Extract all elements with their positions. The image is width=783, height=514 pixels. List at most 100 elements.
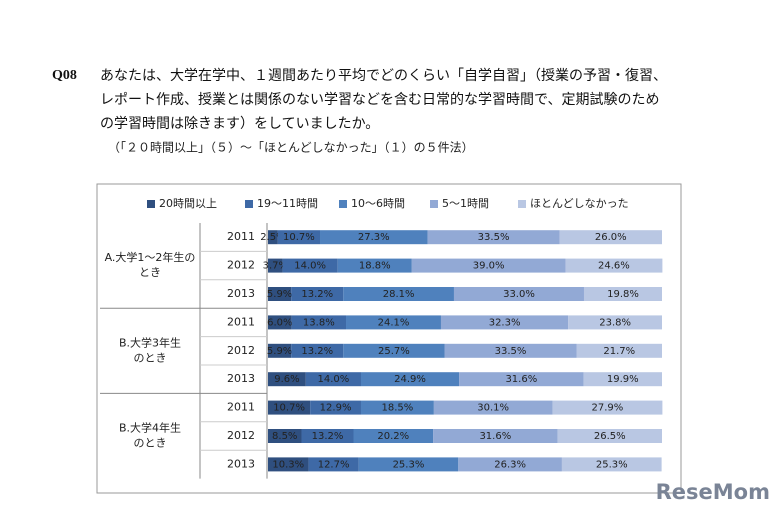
bar-segment — [576, 343, 662, 358]
value-label: 10.7% — [283, 232, 315, 243]
bar-segment — [310, 400, 361, 415]
legend-swatch — [339, 200, 347, 208]
year-label: 2011 — [227, 401, 255, 414]
value-label: 18.8% — [359, 261, 391, 272]
bar-segment — [268, 457, 309, 472]
value-label: 13.2% — [301, 346, 333, 357]
value-label: 28.1% — [383, 289, 415, 300]
value-label: 24.6% — [598, 261, 630, 272]
bar-segment — [337, 258, 412, 273]
value-label: 26.0% — [595, 232, 627, 243]
value-label: 27.9% — [592, 403, 624, 414]
legend-label: 5～1時間 — [442, 197, 489, 210]
value-label: 31.6% — [505, 374, 537, 385]
value-label: 33.0% — [503, 289, 535, 300]
legend-swatch — [518, 200, 526, 208]
value-label: 30.1% — [477, 403, 509, 414]
bar-segment — [346, 315, 441, 330]
bar-segment — [568, 315, 662, 330]
year-label: 2013 — [227, 287, 255, 300]
value-label: 32.3% — [489, 317, 521, 328]
bar-segment — [268, 372, 306, 387]
group-label: A.大学1～2年生の — [105, 250, 196, 264]
value-label: 13.8% — [303, 317, 335, 328]
bar-segment — [459, 372, 584, 387]
group-label: とき — [139, 266, 161, 279]
bar-segment — [308, 457, 359, 472]
value-label: 19.8% — [607, 289, 639, 300]
value-label: 10.3% — [272, 459, 304, 470]
value-label: 27.3% — [358, 232, 390, 243]
question-note: （「２０時間以上」（５）～「ほとんどしなかった」（１）の５件法） — [108, 141, 474, 155]
group-label: B.大学3年生 — [119, 335, 181, 349]
year-label: 2013 — [227, 372, 255, 385]
value-label: 5.9% — [267, 289, 292, 300]
value-label: 24.9% — [394, 374, 426, 385]
bar-segment — [433, 400, 553, 415]
value-label: 25.3% — [393, 459, 425, 470]
value-label: 24.1% — [378, 317, 410, 328]
group-label: のとき — [134, 437, 167, 450]
bar-segment — [453, 287, 584, 301]
value-label: 3.7% — [263, 261, 288, 272]
bar-segment — [268, 287, 292, 301]
bar-segment — [282, 258, 338, 273]
bar-segment — [557, 429, 662, 443]
question-number: Q08 — [52, 68, 77, 83]
bar-segment — [583, 372, 662, 387]
legend-swatch — [147, 200, 155, 208]
value-label: 20.2% — [377, 431, 409, 442]
bar-segment — [301, 429, 354, 443]
bar-segment — [411, 258, 566, 273]
value-label: 14.0% — [318, 374, 350, 385]
year-label: 2011 — [227, 315, 255, 328]
bar-segment — [561, 457, 662, 472]
question-line: の学習時間は除きます）をしていましたか。 — [100, 116, 379, 132]
legend-label: 10～6時間 — [351, 197, 405, 210]
legend-label: ほとんどしなかった — [530, 197, 629, 210]
value-label: 31.6% — [479, 431, 511, 442]
value-label: 13.2% — [312, 431, 344, 442]
value-label: 12.9% — [320, 403, 352, 414]
value-label: 39.0% — [473, 261, 505, 272]
bar-segment — [320, 230, 428, 245]
legend-label: 19～11時間 — [257, 197, 318, 210]
value-label: 33.5% — [478, 232, 510, 243]
bar-segment — [343, 287, 454, 301]
year-label: 2012 — [227, 259, 255, 272]
value-label: 12.7% — [318, 459, 350, 470]
bar-segment — [440, 315, 569, 330]
bar-segment — [353, 429, 434, 443]
group-label: B.大学4年生 — [119, 421, 181, 435]
group-label: のとき — [134, 351, 167, 364]
legend-swatch — [430, 200, 438, 208]
bar-segment — [268, 429, 302, 443]
year-label: 2011 — [227, 230, 255, 243]
value-label: 33.5% — [495, 346, 527, 357]
bar-segment — [268, 258, 283, 273]
bar-segment — [565, 258, 663, 273]
year-label: 2013 — [227, 457, 255, 470]
bar-segment — [291, 343, 344, 358]
bar-segment — [358, 457, 459, 472]
bar-segment — [458, 457, 562, 472]
bar-segment — [268, 343, 292, 358]
bar-segment — [360, 372, 460, 387]
bar-segment — [291, 287, 344, 301]
value-label: 25.3% — [596, 459, 628, 470]
watermark: ReseMom — [656, 480, 770, 504]
value-label: 19.9% — [607, 374, 639, 385]
year-label: 2012 — [227, 344, 255, 357]
value-label: 14.0% — [294, 261, 326, 272]
bar-segment — [427, 230, 560, 245]
value-label: 25.7% — [378, 346, 410, 357]
value-label: 26.3% — [494, 459, 526, 470]
bar-segment — [268, 400, 311, 415]
question-line: レポート作成、授業とは関係のない学習などを含む日常的な学習時間で、定期試験のため — [100, 92, 659, 108]
year-label: 2012 — [227, 429, 255, 442]
value-label: 2.5% — [260, 232, 285, 243]
bar-segment — [559, 230, 662, 245]
value-label: 10.7% — [273, 403, 305, 414]
bar-segment — [433, 429, 558, 443]
